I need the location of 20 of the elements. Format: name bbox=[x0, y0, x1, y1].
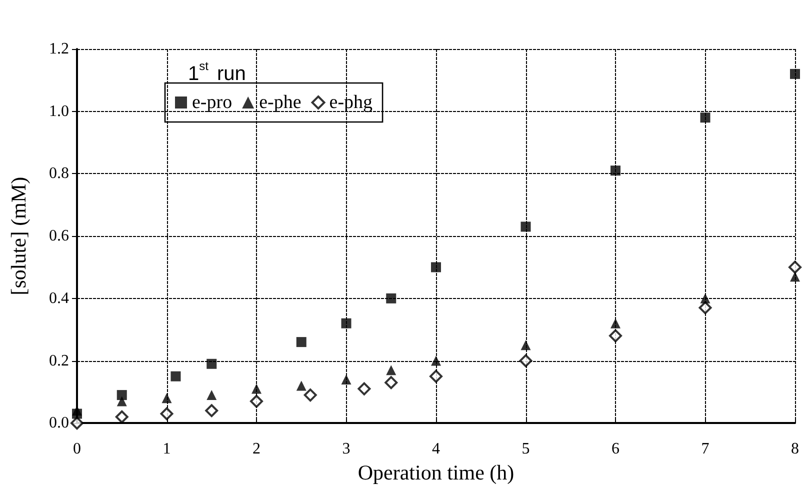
x-tick-label: 8 bbox=[791, 440, 799, 458]
y-tick-label: 0.8 bbox=[49, 165, 69, 182]
x-tick-label: 1 bbox=[162, 440, 171, 458]
x-tick-label: 7 bbox=[701, 440, 710, 458]
x-tick-label: 6 bbox=[612, 440, 620, 458]
legend-label: e-phe bbox=[259, 92, 302, 113]
y-tick-label: 1.0 bbox=[49, 102, 69, 120]
y-axis-title: [solute] (mM) bbox=[6, 176, 30, 296]
y-tick-label: 0.0 bbox=[49, 414, 69, 432]
x-tick-label: 0 bbox=[73, 440, 81, 458]
x-tick-label: 5 bbox=[522, 440, 530, 458]
y-tick-label: 1.2 bbox=[49, 40, 69, 58]
legend-label: e-pro bbox=[192, 92, 232, 113]
y-tick-label: 0.6 bbox=[49, 228, 69, 245]
x-tick-label: 2 bbox=[252, 440, 260, 458]
x-tick-label: 3 bbox=[342, 440, 350, 458]
y-tick-label: 0.2 bbox=[49, 352, 69, 370]
y-tick-label: 0.4 bbox=[49, 290, 69, 307]
x-tick-label: 4 bbox=[432, 440, 440, 458]
x-axis-title: Operation time (h) bbox=[358, 460, 514, 484]
